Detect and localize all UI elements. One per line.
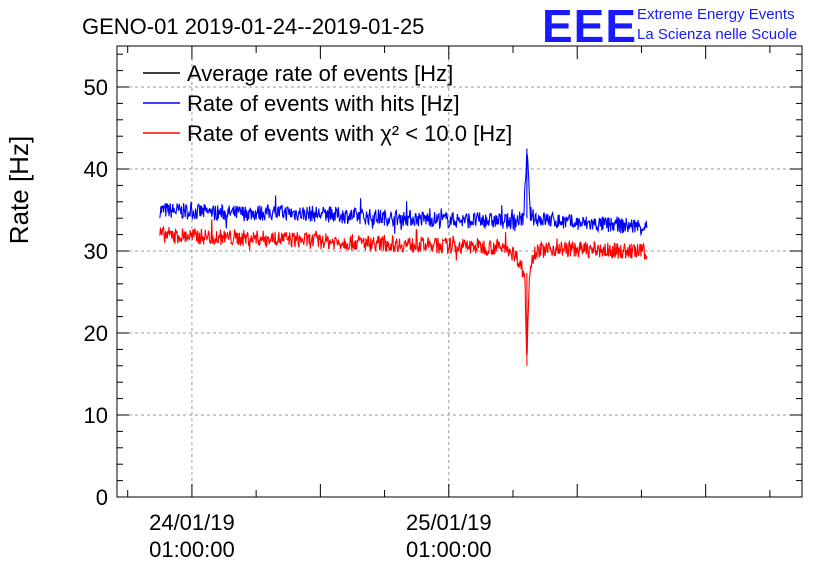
- y-axis-label: Rate [Hz]: [4, 136, 34, 244]
- legend-entry-1: Rate of events with hits [Hz]: [187, 91, 460, 116]
- y-tick-label: 30: [84, 239, 108, 264]
- series-line-2: [159, 219, 648, 366]
- y-tick-label: 0: [96, 485, 108, 510]
- series-layer: [159, 148, 648, 366]
- logo-line-2: La Scienza nelle Scuole: [637, 26, 797, 43]
- x-tick-date: 25/01/19: [406, 510, 492, 535]
- series-line-1: [159, 148, 648, 237]
- y-tick-label: 20: [84, 321, 108, 346]
- logo-line-1: Extreme Energy Events: [637, 6, 795, 23]
- axes: [117, 46, 802, 498]
- plot-frame: [116, 45, 803, 498]
- y-tick-label: 10: [84, 403, 108, 428]
- legend-entry-2: Rate of events with χ² < 10.0 [Hz]: [187, 121, 512, 146]
- legend-entry-0: Average rate of events [Hz]: [187, 61, 453, 86]
- y-tick-label: 40: [84, 157, 108, 182]
- grid-lines: [117, 46, 802, 497]
- legend: Average rate of events [Hz] Rate of event…: [143, 61, 512, 146]
- y-tick-label: 50: [84, 75, 108, 100]
- x-tick-time: 01:00:00: [406, 537, 492, 562]
- x-tick-time: 01:00:00: [149, 537, 235, 562]
- tick-labels: 0102030405024/01/1901:00:0025/01/1901:00…: [84, 75, 492, 562]
- x-tick-date: 24/01/19: [149, 510, 235, 535]
- eee-logo-mark: EEE: [542, 0, 637, 52]
- chart-title: GENO-01 2019-01-24--2019-01-25: [82, 14, 424, 39]
